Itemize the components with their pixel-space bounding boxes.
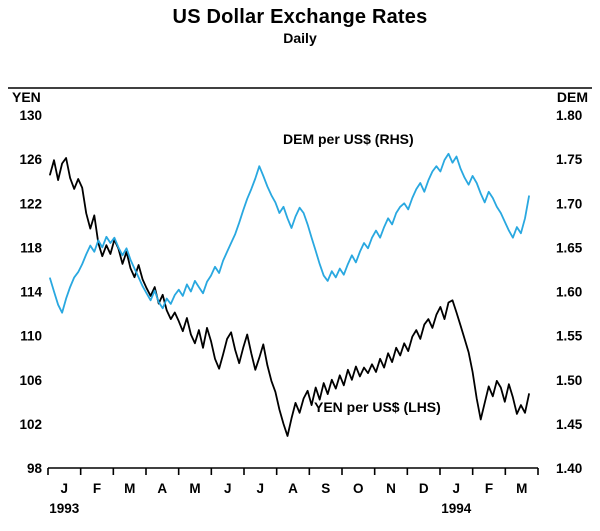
yen-series-annotation: YEN per US$ (LHS) [314, 399, 441, 415]
x-month-label: F [485, 481, 493, 496]
right-axis-tick-label: 1.45 [556, 417, 583, 432]
x-month-label: J [61, 481, 69, 496]
left-axis-tick-label: 98 [27, 461, 43, 476]
dem-series-line [49, 152, 530, 314]
right-axis-tick-label: 1.70 [556, 196, 582, 211]
left-axis-tick-label: 126 [19, 152, 42, 167]
x-month-label: M [189, 481, 200, 496]
chart-title: US Dollar Exchange Rates [172, 6, 428, 28]
right-axis-tick-label: 1.75 [556, 152, 583, 167]
right-axis-tick-label: 1.65 [556, 240, 583, 255]
left-axis-title: YEN [12, 89, 41, 105]
right-axis-tick-label: 1.50 [556, 373, 582, 388]
left-axis-tick-label: 110 [20, 329, 42, 344]
x-month-label: F [93, 481, 101, 496]
x-month-label: O [353, 481, 364, 496]
left-axis-tick-label: 102 [19, 417, 42, 432]
x-year-label: 1994 [441, 501, 472, 516]
x-month-label: S [321, 481, 330, 496]
x-year-label: 1993 [49, 501, 80, 516]
x-month-label: A [288, 481, 298, 496]
x-month-label: J [224, 481, 232, 496]
left-axis-tick-label: 130 [19, 108, 42, 123]
dem-series-annotation: DEM per US$ (RHS) [283, 131, 414, 147]
x-month-label: D [419, 481, 429, 496]
left-axis-tick-label: 122 [19, 196, 42, 211]
right-axis-tick-label: 1.80 [556, 108, 582, 123]
yen-series-line [49, 157, 530, 437]
right-axis-tick-label: 1.60 [556, 285, 582, 300]
x-month-label: M [516, 481, 527, 496]
left-axis-tick-label: 114 [20, 285, 42, 300]
right-axis-title: DEM [556, 89, 588, 105]
x-month-label: A [157, 481, 167, 496]
x-month-label: J [453, 481, 461, 496]
left-axis-tick-label: 118 [20, 240, 42, 255]
x-month-label: J [257, 481, 265, 496]
right-axis-tick-label: 1.55 [556, 329, 583, 344]
x-month-label: N [386, 481, 396, 496]
x-month-label: M [124, 481, 135, 496]
chart-subtitle: Daily [283, 30, 317, 46]
right-axis-tick-label: 1.40 [556, 461, 582, 476]
left-axis-tick-label: 106 [19, 373, 42, 388]
